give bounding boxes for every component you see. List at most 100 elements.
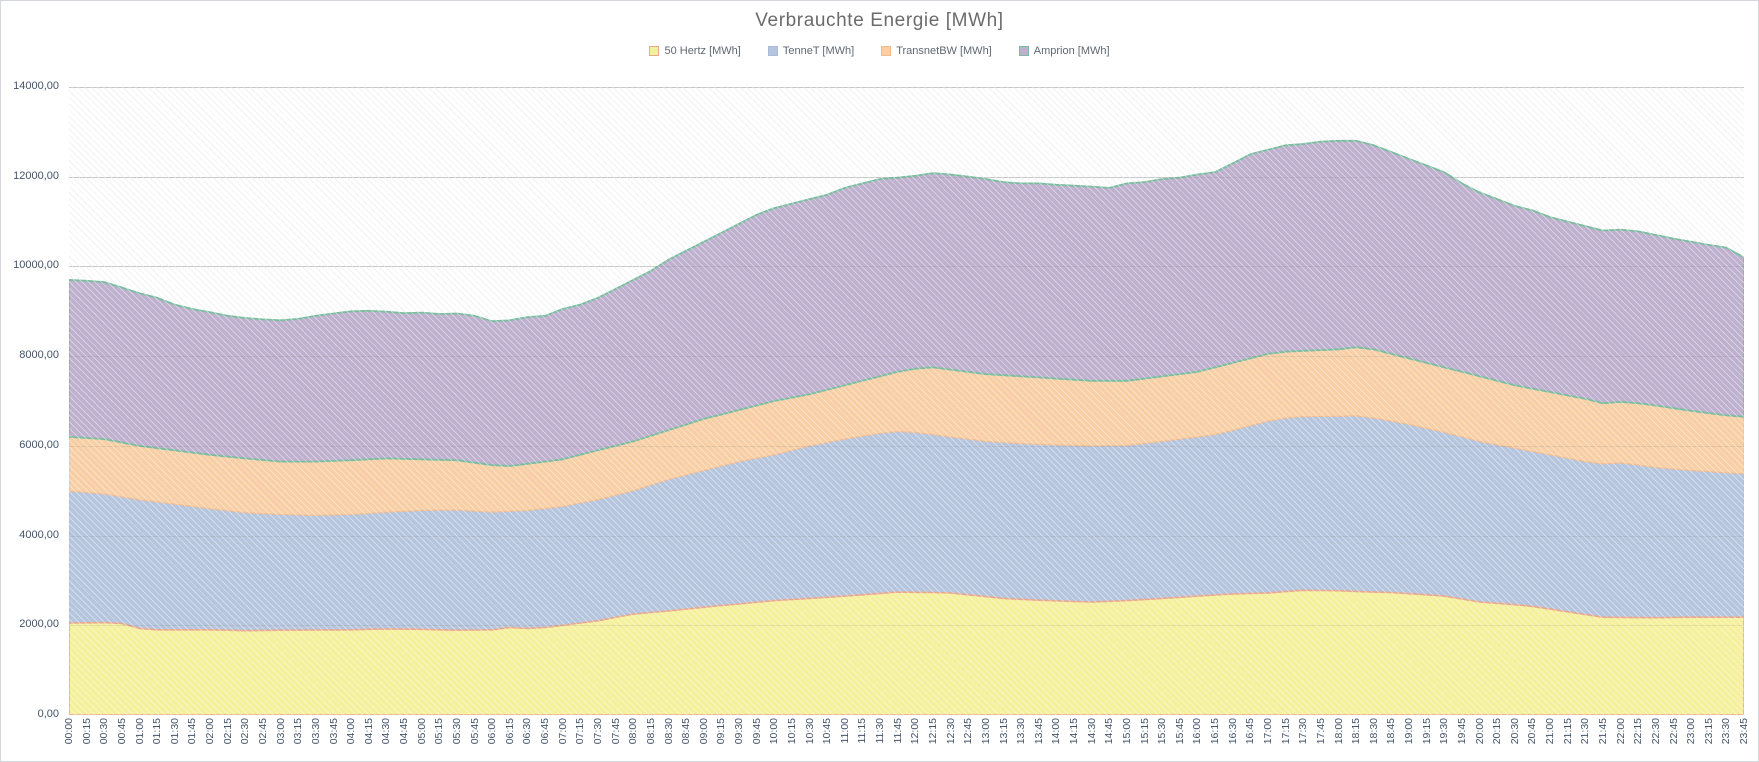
x-axis-label: 14:30 (1085, 718, 1098, 745)
x-axis-label: 18:15 (1350, 718, 1363, 745)
y-axis-label: 0,00 (37, 708, 59, 720)
x-axis-label: 15:15 (1138, 718, 1151, 745)
x-axis-label: 10:00 (768, 718, 781, 745)
x-axis-label: 21:15 (1561, 718, 1574, 745)
x-axis-label: 05:30 (450, 718, 463, 745)
legend-swatch (881, 46, 892, 56)
x-axis-label: 13:15 (997, 718, 1010, 745)
x-axis-label: 09:00 (697, 718, 710, 745)
x-axis-label: 12:30 (944, 718, 957, 745)
x-axis-label: 21:30 (1579, 718, 1592, 745)
x-axis-label: 13:00 (979, 718, 992, 745)
x-axis-label: 02:15 (221, 718, 234, 745)
x-axis-label: 16:30 (1226, 718, 1239, 745)
x-axis-label: 16:45 (1244, 718, 1257, 745)
legend-item: 50 Hertz [MWh] (649, 45, 741, 57)
x-axis-label: 02:30 (239, 718, 252, 745)
x-axis-label: 08:30 (662, 718, 675, 745)
x-axis-label: 20:15 (1491, 718, 1504, 745)
x-axis-label: 04:45 (398, 718, 410, 745)
chart-title: Verbrauchte Energie [MWh] (755, 10, 1004, 31)
x-axis-label: 10:30 (803, 718, 816, 745)
x-axis-label: 13:30 (1015, 718, 1028, 745)
x-axis-label: 23:45 (1738, 718, 1750, 745)
legend-item: Amprion [MWh] (1018, 45, 1110, 57)
x-axis-label: 05:45 (468, 718, 481, 745)
x-axis-label: 08:15 (644, 718, 657, 745)
x-axis-label: 21:00 (1544, 718, 1557, 745)
x-axis-label: 08:45 (680, 718, 693, 745)
x-axis-label: 19:00 (1403, 718, 1415, 745)
x-axis-label: 12:00 (909, 718, 922, 745)
legend-swatch (649, 46, 660, 56)
legend-item-label: Amprion [MWh] (1033, 45, 1110, 57)
legend: 50 Hertz [MWh] TenneT [MWh] TransnetBW [MW… (1, 45, 1758, 57)
x-axis-label: 07:15 (574, 718, 587, 745)
legend-item-label: 50 Hertz [MWh] (664, 45, 741, 57)
x-axis-label: 20:00 (1473, 718, 1486, 745)
x-axis-label: 19:15 (1420, 718, 1433, 745)
x-axis-label: 12:45 (962, 718, 975, 745)
y-axis-label: 12000,00 (13, 169, 59, 182)
area-series-50-hertz (69, 589, 1744, 715)
y-axis-label: 4000,00 (19, 528, 59, 541)
x-axis-label: 10:45 (821, 718, 834, 745)
legend-item-label: TenneT [MWh] (782, 45, 855, 57)
plot-area (69, 87, 1744, 715)
area-series-amprion (69, 139, 1744, 467)
y-axis: 0,00 2000,00 4000,00 6000,00 8000,00 10000,00… (1, 80, 59, 720)
x-axis-label: 09:15 (715, 718, 728, 745)
x-axis-label: 15:00 (1120, 718, 1133, 745)
x-axis-label: 23:15 (1702, 718, 1715, 745)
x-axis-label: 19:30 (1438, 718, 1451, 745)
x-axis-label: 03:15 (292, 718, 305, 745)
x-axis-label: 06:00 (486, 718, 499, 745)
x-axis-label: 05:00 (415, 718, 428, 745)
x-axis: 00:00 00:15 00:30 00:45 01:00 01:15 01:30 01:45… (63, 718, 1750, 761)
x-axis-label: 01:00 (133, 718, 146, 745)
x-axis-label: 11:30 (874, 718, 887, 744)
stacked-area-svg (69, 139, 1744, 715)
x-axis-label: 20:30 (1508, 718, 1521, 745)
y-axis-label: 6000,00 (19, 438, 59, 451)
x-axis-label: 11:45 (891, 718, 904, 744)
x-axis-label: 03:30 (309, 718, 322, 745)
x-axis-label: 17:30 (1297, 718, 1310, 745)
legend-item-label: TransnetBW [MWh] (896, 45, 992, 57)
x-axis-label: 11:00 (838, 718, 851, 744)
x-axis-label: 03:00 (274, 718, 287, 745)
x-axis-label: 09:45 (750, 718, 763, 745)
x-axis-label: 11:15 (856, 718, 869, 744)
y-axis-label: 10000,00 (13, 259, 59, 272)
legend-swatch (767, 46, 778, 56)
x-axis-label: 14:15 (1068, 718, 1080, 745)
x-axis-label: 06:45 (539, 718, 552, 745)
x-axis-label: 22:00 (1614, 718, 1627, 745)
x-axis-label: 23:00 (1685, 718, 1698, 745)
x-axis-label: 18:45 (1385, 718, 1398, 745)
x-axis-label: 19:45 (1455, 718, 1468, 745)
x-axis-label: 05:15 (433, 718, 446, 745)
x-axis-label: 09:30 (733, 718, 745, 745)
x-axis-label: 21:45 (1596, 718, 1609, 745)
x-axis-label: 04:30 (380, 718, 393, 745)
x-axis-label: 16:15 (1209, 718, 1222, 745)
x-axis-label: 18:00 (1332, 718, 1345, 745)
x-axis-label: 13:45 (1032, 718, 1045, 745)
x-axis-label: 14:00 (1050, 718, 1063, 745)
x-axis-label: 01:15 (151, 718, 164, 745)
legend-item: TransnetBW [MWh] (881, 45, 992, 57)
x-axis-label: 00:15 (80, 718, 93, 745)
x-axis-label: 10:15 (785, 718, 798, 745)
x-axis-label: 15:45 (1173, 718, 1186, 745)
y-axis-label: 8000,00 (19, 349, 59, 362)
x-axis-label: 15:30 (1156, 718, 1169, 745)
x-axis-label: 17:00 (1261, 718, 1274, 745)
x-axis-label: 07:45 (609, 718, 622, 745)
legend-item: TenneT [MWh] (767, 45, 855, 57)
x-axis-label: 22:45 (1667, 718, 1680, 745)
x-axis-label: 20:45 (1526, 718, 1539, 745)
x-axis-label: 04:00 (345, 718, 358, 745)
x-axis-label: 14:45 (1103, 718, 1116, 745)
